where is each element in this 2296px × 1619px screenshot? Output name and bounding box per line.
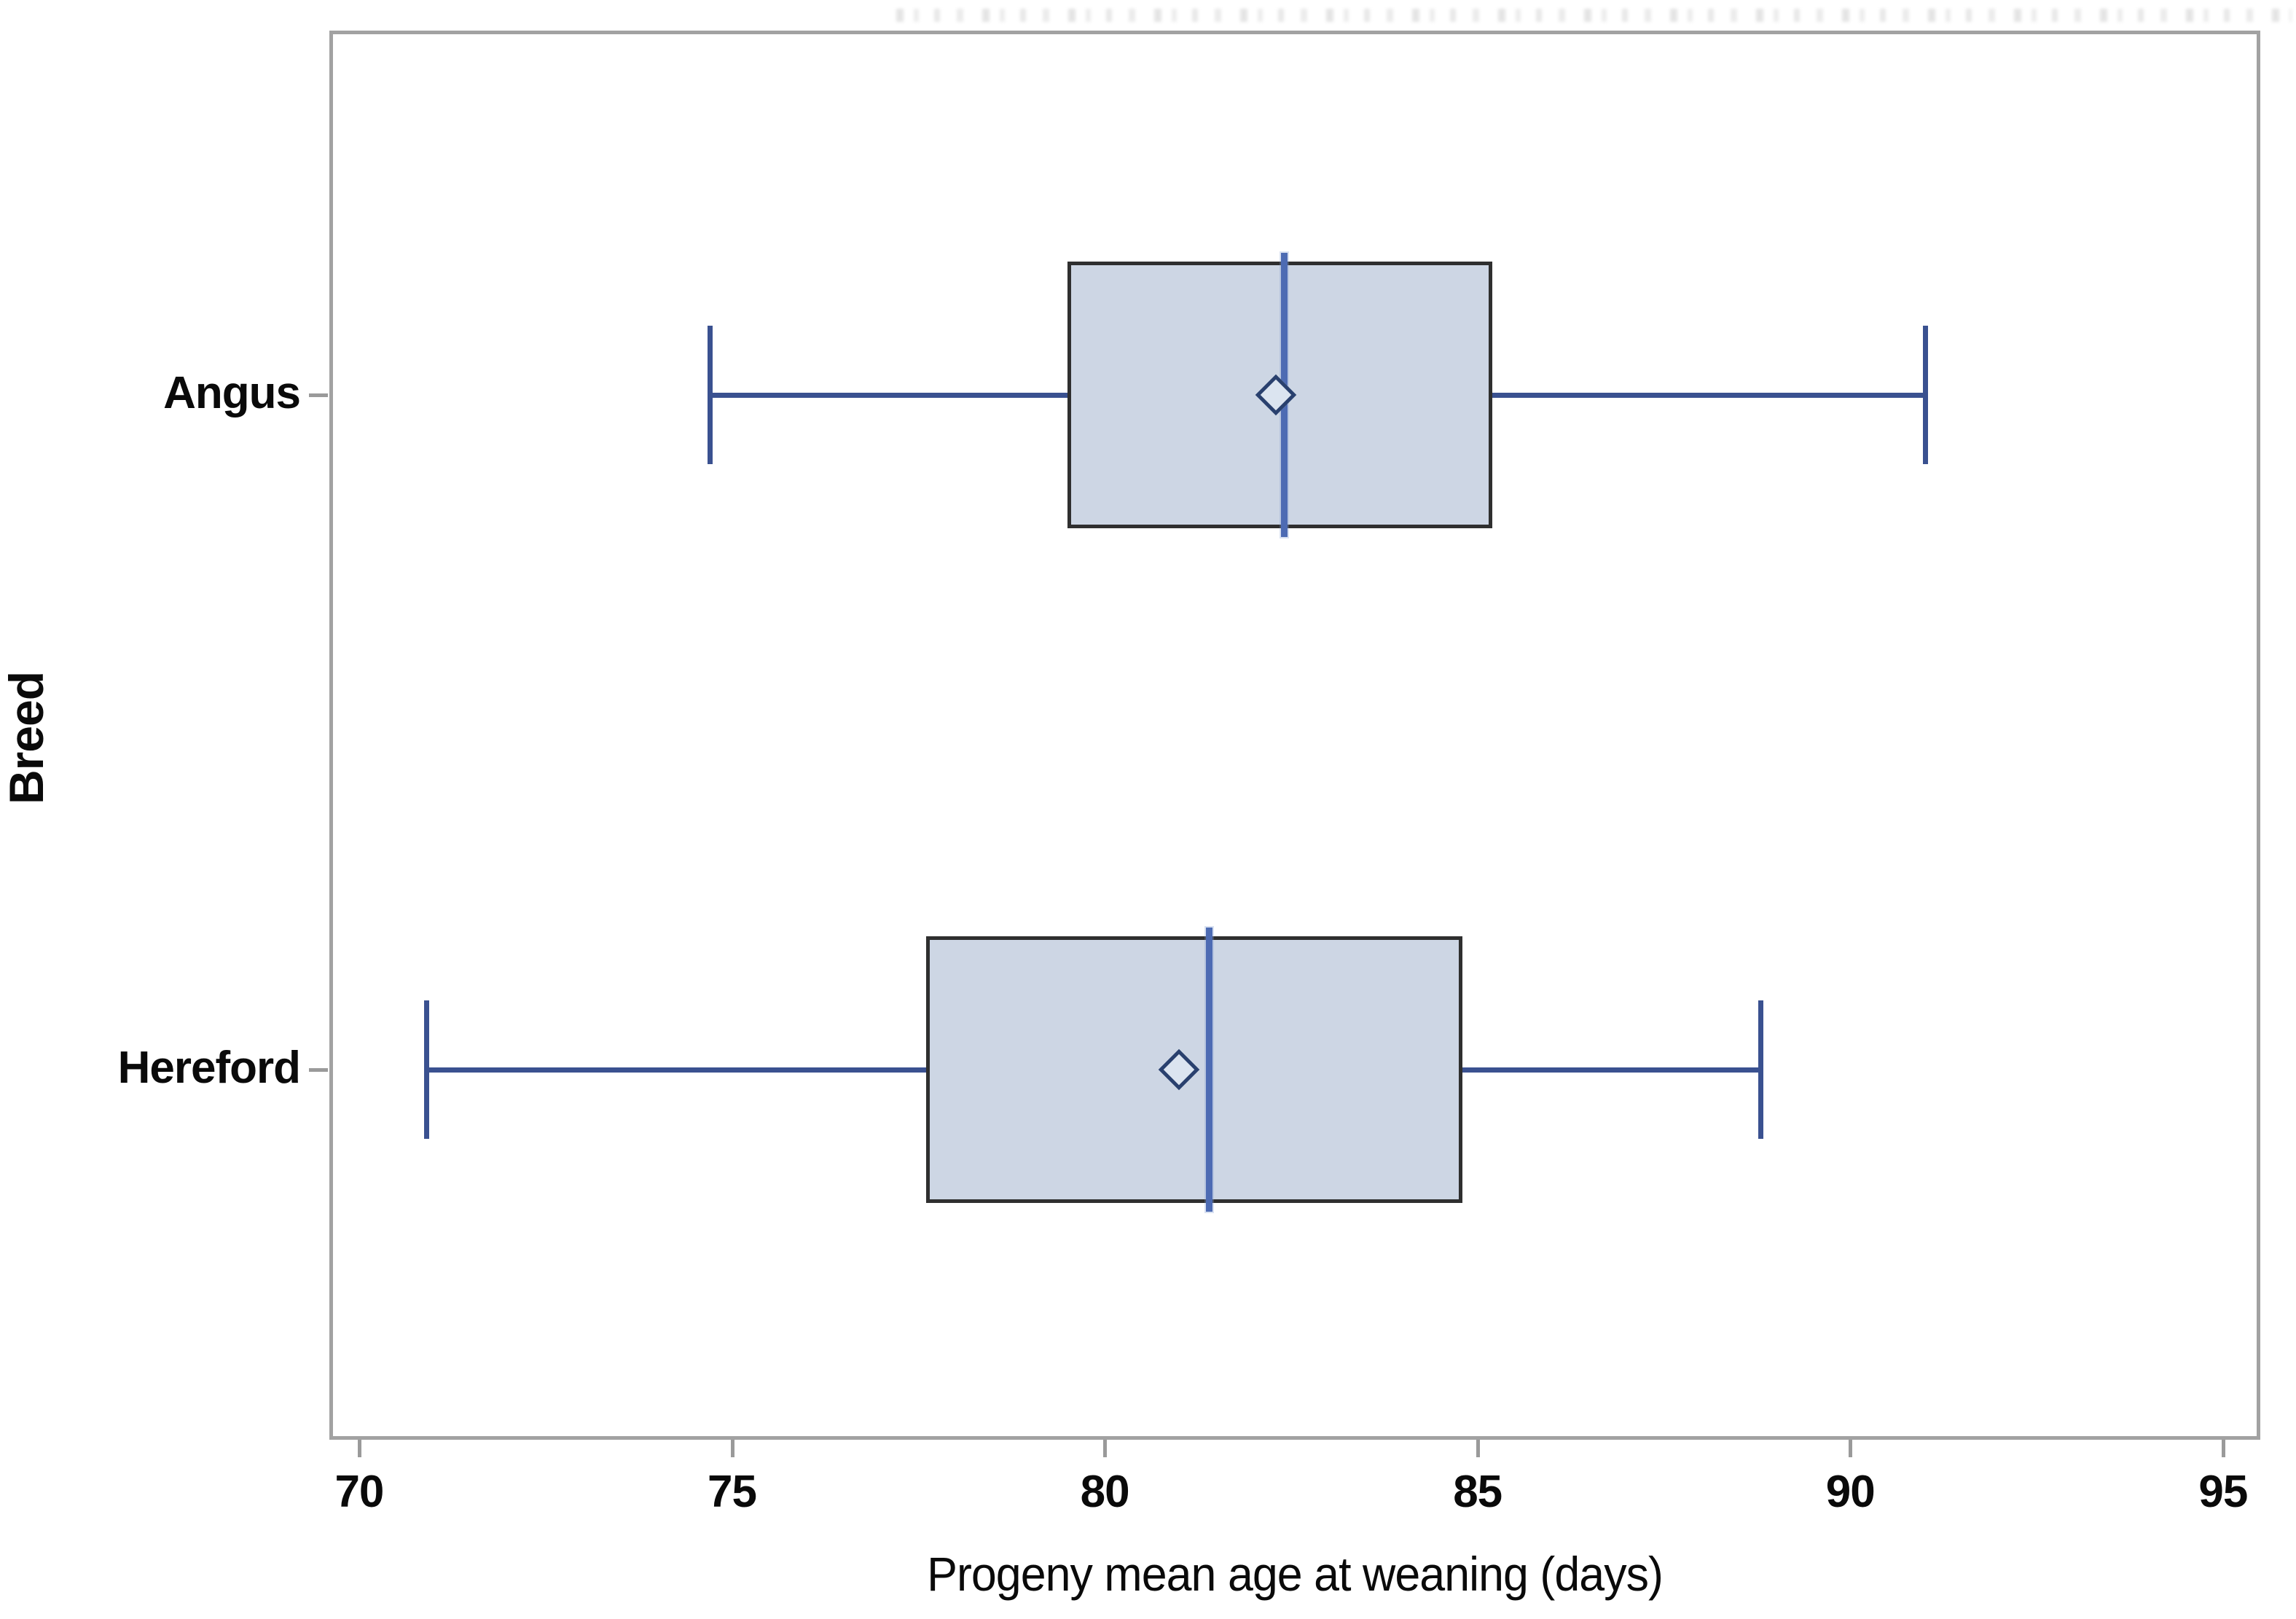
y-tick-label-angus: Angus: [163, 367, 301, 418]
whisker-cap-low-angus: [707, 325, 713, 464]
x-tick-label-70: 70: [334, 1467, 384, 1517]
whisker-cap-high-hereford: [1758, 1000, 1764, 1140]
whisker-cap-high-angus: [1922, 325, 1928, 464]
median-line-hereford: [1206, 928, 1213, 1212]
x-tick-label-90: 90: [1825, 1467, 1876, 1517]
x-tick-70: [357, 1440, 361, 1457]
x-tick-95: [2221, 1440, 2225, 1457]
x-tick-label-85: 85: [1453, 1467, 1502, 1517]
x-tick-label-80: 80: [1080, 1467, 1130, 1517]
whisker-cap-low-hereford: [424, 1000, 429, 1140]
y-tick-hereford: [309, 1068, 328, 1073]
x-tick-label-75: 75: [708, 1467, 757, 1517]
y-axis-title: Breed: [0, 671, 53, 805]
clipped-title-remnant: [896, 9, 2292, 22]
x-tick-85: [1476, 1440, 1480, 1457]
x-axis-title: Progeny mean age at weaning (days): [927, 1547, 1664, 1601]
y-tick-angus: [309, 393, 328, 397]
y-tick-label-hereford: Hereford: [117, 1043, 301, 1094]
x-tick-75: [730, 1440, 734, 1457]
x-tick-label-95: 95: [2198, 1467, 2248, 1517]
x-tick-80: [1103, 1440, 1108, 1457]
plot-area: [329, 31, 2260, 1440]
x-tick-90: [1849, 1440, 1853, 1457]
